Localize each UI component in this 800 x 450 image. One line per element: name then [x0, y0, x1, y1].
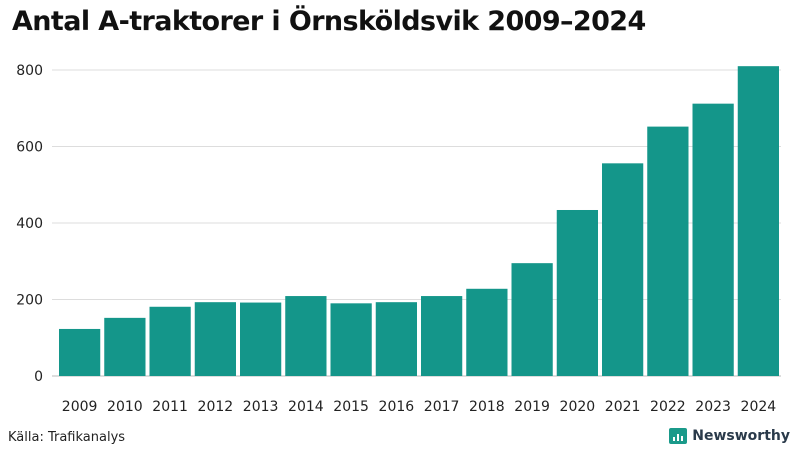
- bar-2018: [466, 288, 508, 376]
- y-axis: 0 200 400 600 800: [16, 63, 43, 385]
- x-axis: 2009 2010 2011 2012 2013 2014 2015 2016 2017 2018…: [62, 399, 776, 415]
- bar-2020: [556, 209, 598, 376]
- y-tick-label: 0: [34, 369, 43, 385]
- x-tick-label: 2011: [152, 399, 188, 415]
- bar-2017: [421, 296, 463, 376]
- x-tick-label: 2016: [379, 399, 415, 415]
- bar-2015: [330, 303, 372, 376]
- x-tick-label: 2023: [695, 399, 731, 415]
- y-tick-label: 400: [16, 216, 43, 232]
- bar-2010: [104, 317, 146, 376]
- x-tick-label: 2019: [514, 399, 550, 415]
- bars: [59, 66, 779, 377]
- bar-2019: [511, 263, 553, 376]
- bar-2024: [737, 66, 779, 377]
- bar-2009: [59, 328, 101, 376]
- x-tick-label: 2015: [333, 399, 369, 415]
- x-tick-label: 2024: [741, 399, 777, 415]
- x-tick-label: 2013: [243, 399, 279, 415]
- x-tick-label: 2010: [107, 399, 143, 415]
- bar-2016: [375, 302, 417, 376]
- chart-title: Antal A-traktorer i Örnsköldsvik 2009–20…: [12, 6, 646, 37]
- bar-2022: [647, 126, 689, 376]
- x-tick-label: 2014: [288, 399, 324, 415]
- brand-name: Newsworthy: [692, 428, 790, 444]
- x-tick-label: 2020: [560, 399, 596, 415]
- y-tick-label: 800: [16, 63, 43, 79]
- y-tick-label: 600: [16, 140, 43, 156]
- bar-2011: [149, 306, 191, 376]
- newsworthy-icon: [669, 428, 688, 444]
- x-tick-label: 2009: [62, 399, 98, 415]
- x-tick-label: 2022: [650, 399, 686, 415]
- x-tick-label: 2017: [424, 399, 460, 415]
- bar-2013: [240, 302, 282, 376]
- x-tick-label: 2021: [605, 399, 641, 415]
- bar-2023: [692, 103, 734, 376]
- y-tick-label: 200: [16, 293, 43, 309]
- bar-2021: [602, 163, 644, 376]
- bar-2012: [194, 302, 236, 376]
- x-tick-label: 2012: [198, 399, 234, 415]
- source-note: Källa: Trafikanalys: [8, 430, 126, 445]
- brand-logo: Newsworthy: [669, 428, 790, 444]
- x-tick-label: 2018: [469, 399, 505, 415]
- bar-2014: [285, 296, 327, 376]
